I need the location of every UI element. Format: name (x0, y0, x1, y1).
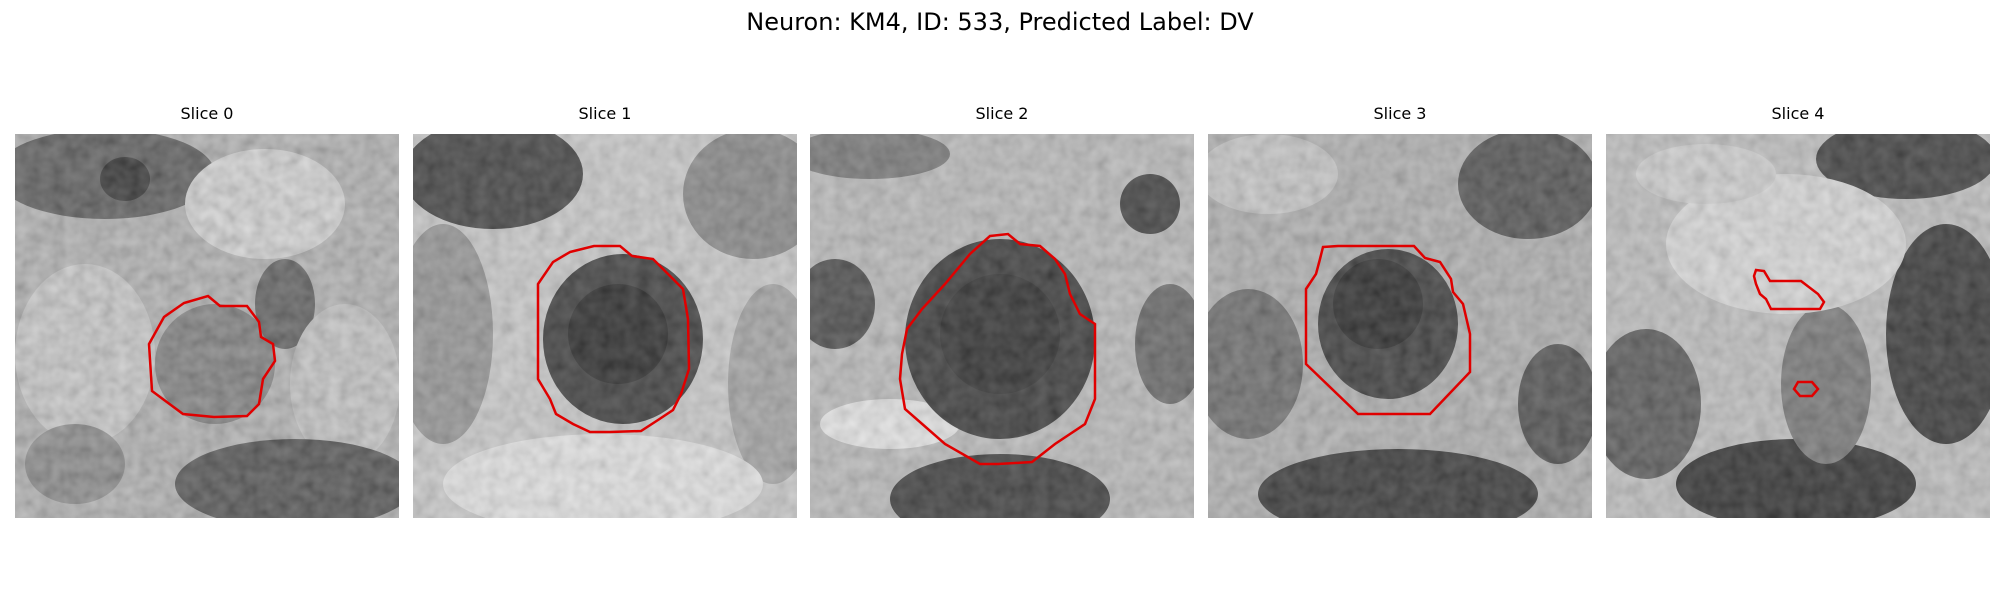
figure-title: Neuron: KM4, ID: 533, Predicted Label: D… (746, 8, 1254, 36)
slice-title: Slice 4 (1771, 104, 1825, 123)
roi-outline (1752, 268, 1826, 311)
grayscale-slice-image (1208, 134, 1592, 518)
slice-image (15, 134, 399, 518)
slice-title: Slice 0 (180, 104, 234, 123)
slice-image (1208, 134, 1592, 518)
grayscale-slice-image (1606, 134, 1990, 518)
slice-title: Slice 1 (578, 104, 632, 123)
grayscale-slice-image (810, 134, 1194, 518)
slice-title: Slice 3 (1373, 104, 1427, 123)
roi-outline (536, 244, 691, 434)
grayscale-slice-image (413, 134, 797, 518)
roi-outline (147, 294, 277, 419)
roi-outline (1304, 244, 1472, 416)
slice-image (810, 134, 1194, 518)
roi-outline (1792, 380, 1820, 398)
grayscale-slice-image (15, 134, 399, 518)
slice-image (1606, 134, 1990, 518)
slice-title: Slice 2 (975, 104, 1029, 123)
roi-outline (898, 232, 1097, 466)
slice-image (413, 134, 797, 518)
